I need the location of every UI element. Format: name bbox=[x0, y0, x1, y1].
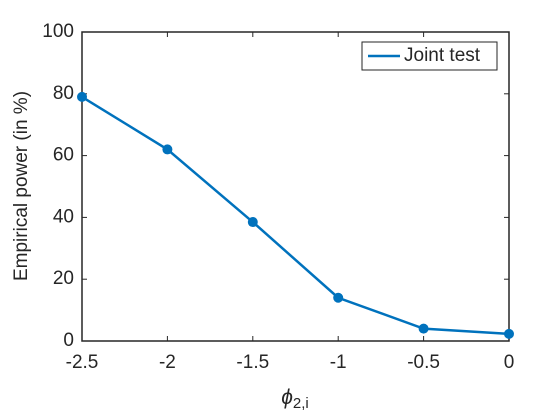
y-tick-label: 100 bbox=[42, 21, 74, 42]
legend-label: Joint test bbox=[404, 45, 481, 66]
line bbox=[81, 95, 510, 336]
y-tick-label: 20 bbox=[53, 268, 74, 289]
x-axis-label-base: ϕ bbox=[281, 386, 293, 409]
x-tick-label: -2 bbox=[159, 352, 176, 373]
x-axis-label-subscript: 2,i bbox=[293, 395, 309, 412]
marker bbox=[247, 217, 258, 228]
x-tick-label: -2.5 bbox=[66, 352, 99, 373]
plot-frame bbox=[81, 31, 510, 342]
marker bbox=[418, 323, 429, 334]
x-tick-label: -1 bbox=[330, 352, 347, 373]
marker bbox=[504, 328, 514, 339]
y-tick-label: 40 bbox=[53, 206, 74, 227]
marker bbox=[333, 292, 344, 303]
y-tick-label: 60 bbox=[53, 145, 74, 166]
marker bbox=[77, 91, 87, 102]
y-tick-label: 80 bbox=[53, 83, 74, 104]
x-tick-label: 0 bbox=[504, 352, 515, 373]
y-axis-label: Empirical power (in %) bbox=[11, 91, 32, 281]
x-tick-label: -1.5 bbox=[236, 352, 269, 373]
y-tick-label: 0 bbox=[63, 330, 74, 351]
x-axis-label: ϕ2,i bbox=[281, 386, 309, 412]
marker bbox=[162, 144, 173, 155]
x-tick-label: -0.5 bbox=[407, 352, 440, 373]
